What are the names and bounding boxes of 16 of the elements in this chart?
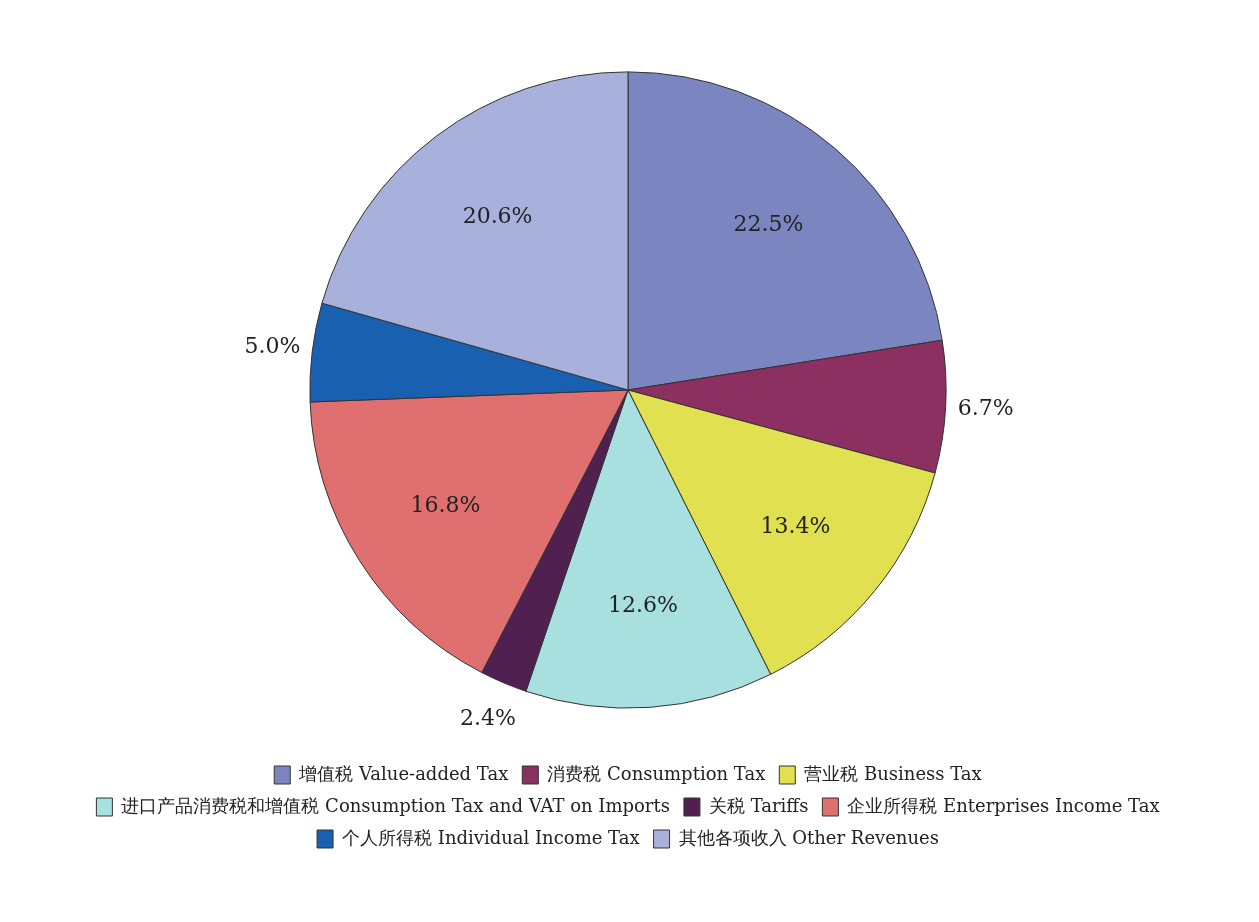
data-label: 22.5% [733, 211, 804, 237]
legend-label: 营业税 Business Tax [804, 762, 982, 784]
data-label: 5.0% [244, 333, 301, 359]
legend-label: 进口产品消费税和增值税 Consumption Tax and VAT on Imports [121, 794, 670, 816]
legend-label: 关税 Tariffs [708, 794, 809, 816]
data-label: 16.8% [410, 491, 481, 517]
data-label: 20.6% [462, 203, 533, 229]
legend-label: 增值税 Value-added Tax [298, 762, 509, 784]
legend-label: 个人所得税 Individual Income Tax [342, 826, 640, 848]
legend-label: 其他各项收入 Other Revenues [678, 826, 939, 848]
legend-label: 消费税 Consumption Tax [547, 762, 766, 784]
data-label: 2.4% [459, 705, 516, 731]
data-label: 13.4% [760, 512, 831, 538]
legend-label: 企业所得税 Enterprises Income Tax [847, 794, 1160, 816]
data-label: 12.6% [607, 591, 678, 617]
data-label: 6.7% [957, 394, 1014, 420]
